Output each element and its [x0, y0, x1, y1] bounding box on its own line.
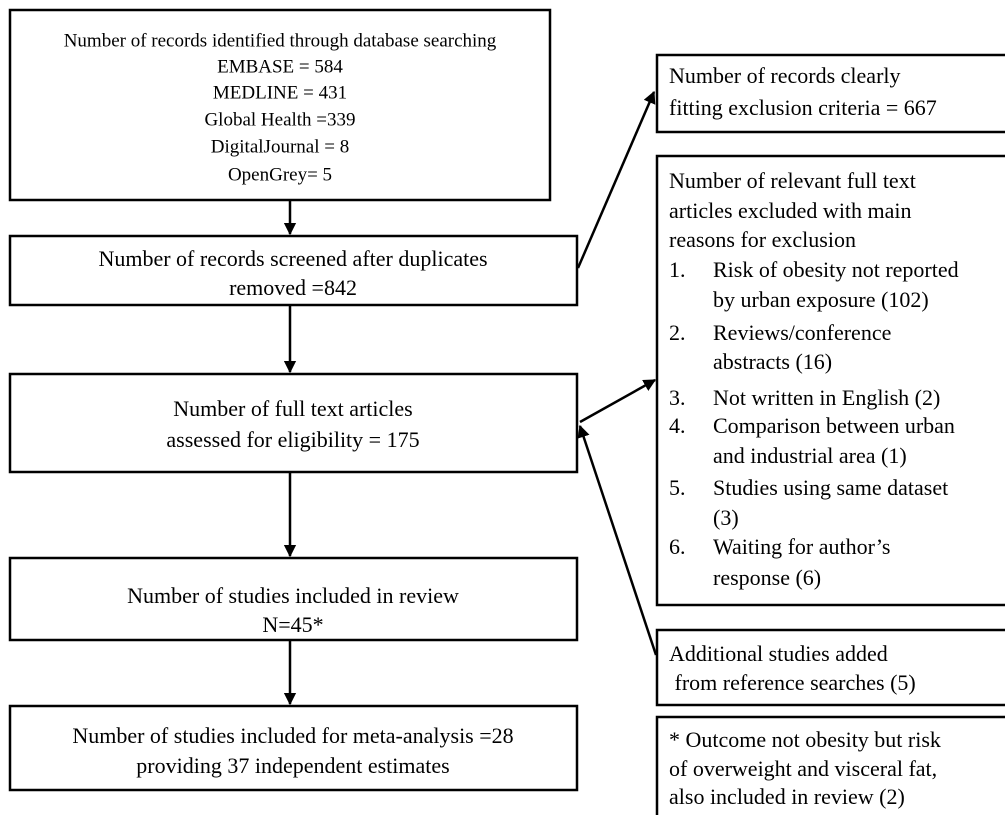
- list-number: 3.: [669, 385, 686, 410]
- box: [8, 372, 579, 474]
- box: [8, 234, 579, 307]
- box-text: Additional studies added: [669, 641, 888, 666]
- arrow: [577, 424, 658, 656]
- list-text: Comparison between urban: [713, 413, 955, 438]
- box: [8, 556, 579, 642]
- box-text: assessed for eligibility = 175: [166, 427, 419, 452]
- arrow: [576, 90, 656, 269]
- box-text: OpenGrey= 5: [228, 164, 332, 185]
- footnote-text: * Outcome not obesity but risk: [669, 727, 941, 752]
- list-text: response (6): [713, 565, 821, 590]
- box-text: Global Health =339: [204, 109, 355, 130]
- list-text: Studies using same dataset: [713, 475, 948, 500]
- list-number: 1.: [669, 257, 686, 282]
- box-text: Number of records screened after duplica…: [98, 246, 487, 271]
- box: [8, 704, 579, 792]
- box-text: articles excluded with main: [669, 198, 912, 223]
- list-text: and industrial area (1): [713, 443, 907, 468]
- list-text: Waiting for author’s: [713, 534, 890, 559]
- list-number: 4.: [669, 413, 686, 438]
- footnote-text: also included in review (2): [669, 784, 905, 809]
- box-text: Number of full text articles: [173, 396, 412, 421]
- footnote-text: of overweight and visceral fat,: [669, 756, 937, 781]
- box-text: providing 37 independent estimates: [136, 753, 449, 778]
- box-text: fitting exclusion criteria = 667: [669, 95, 937, 120]
- list-number: 5.: [669, 475, 686, 500]
- box-text: Number of records clearly: [669, 63, 901, 88]
- list-text: Risk of obesity not reported: [713, 257, 959, 282]
- box-text: Number of records identified through dat…: [64, 30, 497, 51]
- box: [655, 715, 1005, 820]
- list-text: abstracts (16): [713, 349, 832, 374]
- box-text: EMBASE = 584: [217, 56, 343, 77]
- box-text: removed =842: [229, 275, 357, 300]
- box-text: Number of studies included for meta-anal…: [72, 723, 513, 748]
- box: [655, 628, 1005, 707]
- box-text: reasons for exclusion: [669, 227, 856, 252]
- box-text: MEDLINE = 431: [213, 82, 347, 103]
- box-text: Number of relevant full text: [669, 168, 916, 193]
- arrow: [579, 378, 657, 424]
- list-number: 6.: [669, 534, 686, 559]
- box: [8, 8, 552, 202]
- box-text: from reference searches (5): [669, 670, 916, 695]
- box-text: DigitalJournal = 8: [211, 136, 349, 157]
- box-text: N=45*: [262, 612, 323, 637]
- box-text: Number of studies included in review: [127, 583, 459, 608]
- list-text: Not written in English (2): [713, 385, 940, 410]
- list-text: by urban exposure (102): [713, 287, 929, 312]
- box: [655, 154, 1005, 607]
- box: [655, 53, 1005, 134]
- list-number: 2.: [669, 320, 686, 345]
- list-text: (3): [713, 505, 739, 530]
- list-text: Reviews/conference: [713, 320, 891, 345]
